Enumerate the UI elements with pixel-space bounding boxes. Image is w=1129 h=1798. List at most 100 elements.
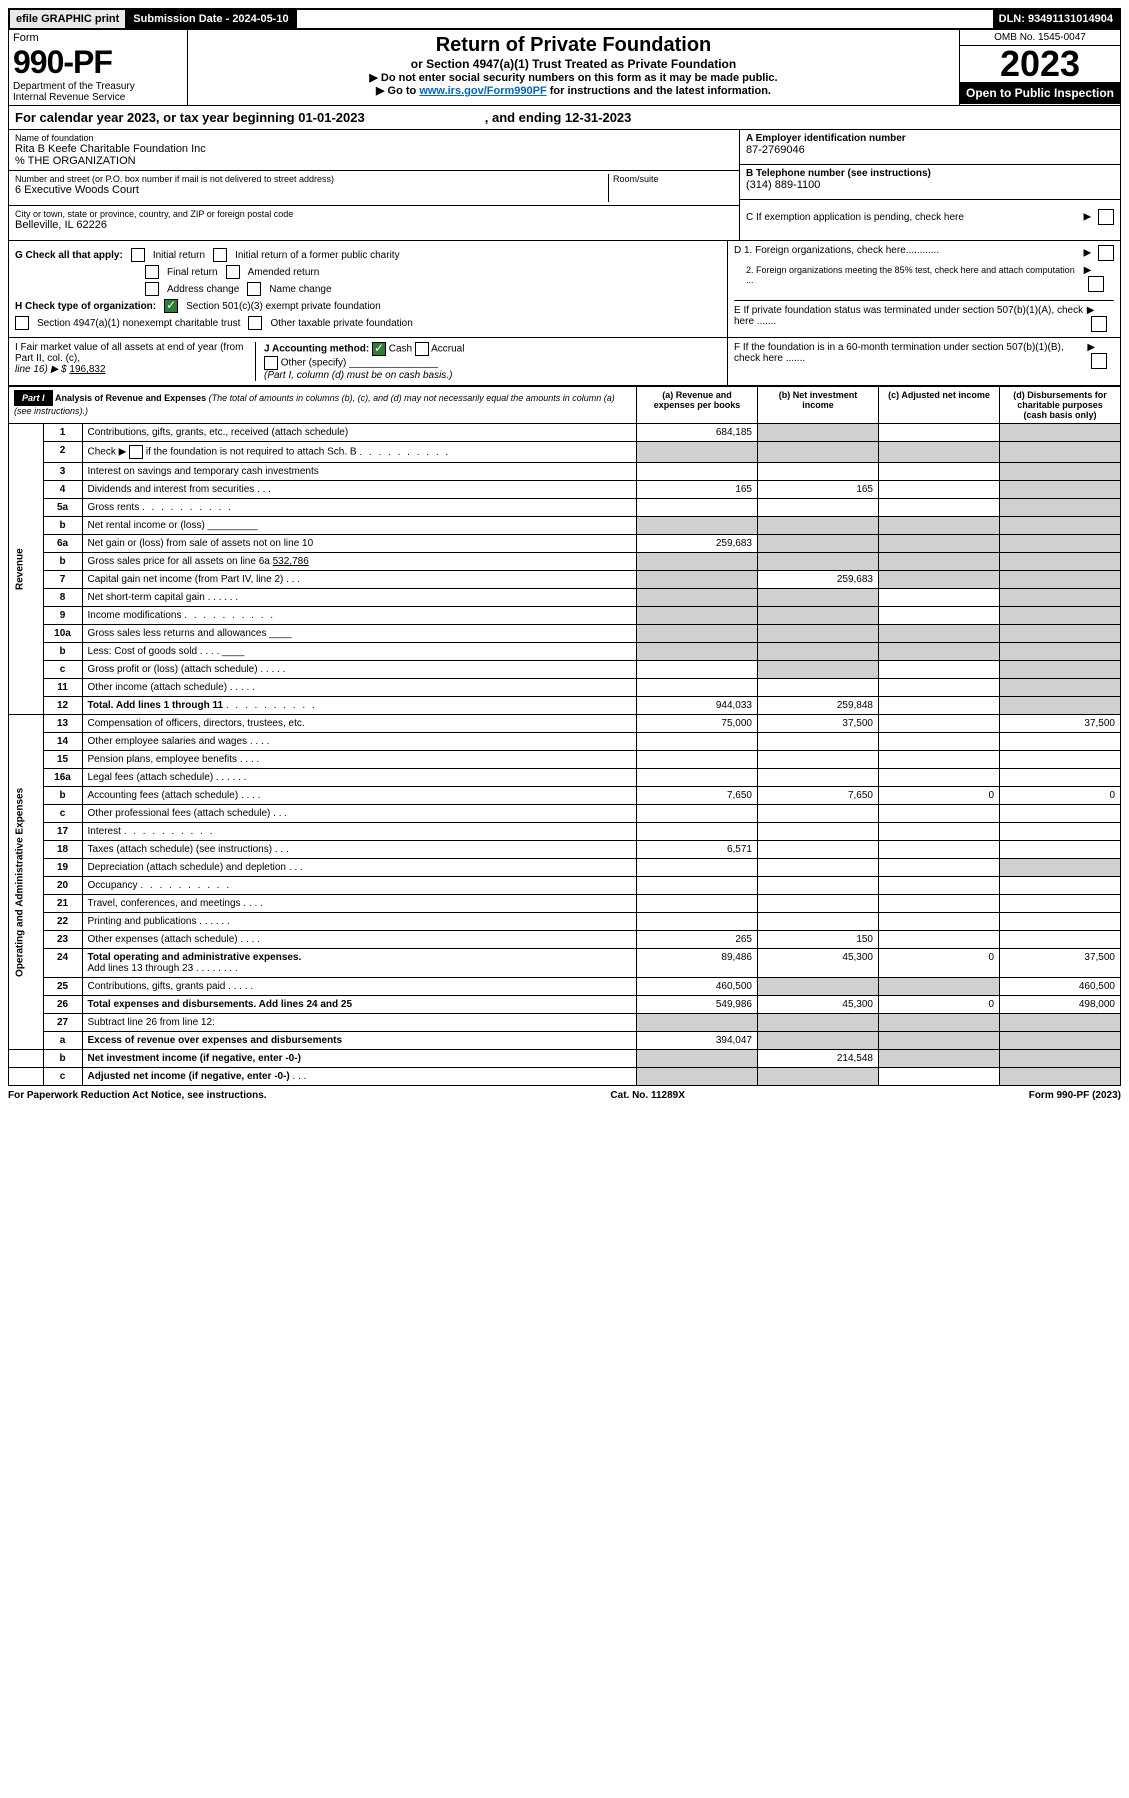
i-j-section: I Fair market value of all assets at end…	[8, 338, 1121, 386]
initial-return-checkbox[interactable]	[131, 248, 145, 262]
city-label: City or town, state or province, country…	[15, 209, 733, 219]
c-label: C If exemption application is pending, c…	[746, 212, 964, 223]
c-checkbox[interactable]	[1098, 209, 1114, 225]
table-row: 18Taxes (attach schedule) (see instructi…	[9, 841, 1121, 859]
schb-checkbox[interactable]	[129, 445, 143, 459]
final-return-checkbox[interactable]	[145, 265, 159, 279]
d1-checkbox[interactable]	[1098, 245, 1114, 261]
efile-print-button[interactable]: efile GRAPHIC print	[10, 10, 127, 28]
table-row: 10aGross sales less returns and allowanc…	[9, 625, 1121, 643]
table-row: 2Check ▶ if the foundation is not requir…	[9, 442, 1121, 463]
501c3-checkbox[interactable]	[164, 299, 178, 313]
j-label: J Accounting method:	[264, 344, 369, 355]
room-label: Room/suite	[613, 174, 733, 184]
table-row: bNet rental income or (loss) _________	[9, 517, 1121, 535]
table-row: 23Other expenses (attach schedule) . . .…	[9, 931, 1121, 949]
table-row: 21Travel, conferences, and meetings . . …	[9, 895, 1121, 913]
table-row: Revenue 1Contributions, gifts, grants, e…	[9, 424, 1121, 442]
d1-label: D 1. Foreign organizations, check here..…	[734, 245, 939, 261]
dept-treasury: Department of the Treasury	[13, 81, 183, 92]
d2-label: 2. Foreign organizations meeting the 85%…	[734, 265, 1084, 292]
irs-label: Internal Revenue Service	[13, 92, 183, 103]
submission-date: Submission Date - 2024-05-10	[127, 10, 296, 28]
h-label: H Check type of organization:	[15, 301, 156, 312]
form-title: Return of Private Foundation	[192, 34, 955, 57]
form-header: Form 990-PF Department of the Treasury I…	[8, 30, 1121, 105]
table-row: 27Subtract line 26 from line 12:	[9, 1014, 1121, 1032]
g-label: G Check all that apply:	[15, 250, 123, 261]
ein-value: 87-2769046	[746, 144, 1114, 156]
city-state-zip: Belleville, IL 62226	[15, 219, 733, 231]
phone-value: (314) 889-1100	[746, 179, 1114, 191]
part1-label: Part I	[14, 390, 53, 406]
irs-link[interactable]: www.irs.gov/Form990PF	[419, 85, 546, 97]
amended-checkbox[interactable]	[226, 265, 240, 279]
address-change-checkbox[interactable]	[145, 282, 159, 296]
checks-section: G Check all that apply: Initial return I…	[8, 241, 1121, 338]
revenue-section-label: Revenue	[9, 424, 44, 715]
tax-year: 2023	[960, 46, 1120, 82]
street-address: 6 Executive Woods Court	[15, 184, 608, 196]
table-row: cOther professional fees (attach schedul…	[9, 805, 1121, 823]
page-footer: For Paperwork Reduction Act Notice, see …	[8, 1086, 1121, 1105]
i-label: I Fair market value of all assets at end…	[15, 342, 243, 364]
form-number: 990-PF	[13, 44, 183, 81]
table-row: 25Contributions, gifts, grants paid . . …	[9, 978, 1121, 996]
f-checkbox[interactable]	[1091, 353, 1107, 369]
e-checkbox[interactable]	[1091, 316, 1107, 332]
instruction-1: ▶ Do not enter social security numbers o…	[192, 71, 955, 84]
table-row: 5aGross rents	[9, 499, 1121, 517]
table-row: 11Other income (attach schedule) . . . .…	[9, 679, 1121, 697]
f-label: F If the foundation is in a 60-month ter…	[734, 342, 1087, 369]
table-row: 19Depreciation (attach schedule) and dep…	[9, 859, 1121, 877]
public-inspection: Open to Public Inspection	[960, 82, 1120, 104]
table-row: 26Total expenses and disbursements. Add …	[9, 996, 1121, 1014]
form-subtitle: or Section 4947(a)(1) Trust Treated as P…	[192, 57, 955, 71]
other-method-checkbox[interactable]	[264, 356, 278, 370]
paperwork-notice: For Paperwork Reduction Act Notice, see …	[8, 1090, 267, 1101]
col-b-header: (b) Net investment income	[758, 387, 879, 424]
initial-former-checkbox[interactable]	[213, 248, 227, 262]
table-row: 20Occupancy	[9, 877, 1121, 895]
fmv-value: 196,832	[69, 364, 105, 375]
catalog-number: Cat. No. 11289X	[610, 1090, 684, 1101]
accrual-checkbox[interactable]	[415, 342, 429, 356]
table-row: 15Pension plans, employee benefits . . .…	[9, 751, 1121, 769]
table-row: cGross profit or (loss) (attach schedule…	[9, 661, 1121, 679]
table-row: bAccounting fees (attach schedule) . . .…	[9, 787, 1121, 805]
dln: DLN: 93491131014904	[993, 10, 1119, 28]
table-row: 22Printing and publications . . . . . .	[9, 913, 1121, 931]
4947-checkbox[interactable]	[15, 316, 29, 330]
name-label: Name of foundation	[15, 133, 733, 143]
instruction-2: ▶ Go to www.irs.gov/Form990PF for instru…	[192, 84, 955, 97]
col-c-header: (c) Adjusted net income	[879, 387, 1000, 424]
d2-checkbox[interactable]	[1088, 276, 1104, 292]
table-row: 16aLegal fees (attach schedule) . . . . …	[9, 769, 1121, 787]
care-of: % THE ORGANIZATION	[15, 155, 733, 167]
table-row: 17Interest	[9, 823, 1121, 841]
form-label: Form	[13, 32, 183, 44]
other-taxable-checkbox[interactable]	[248, 316, 262, 330]
table-row: 7Capital gain net income (from Part IV, …	[9, 571, 1121, 589]
foundation-name: Rita B Keefe Charitable Foundation Inc	[15, 143, 733, 155]
part1-table: Part I Analysis of Revenue and Expenses …	[8, 386, 1121, 1086]
expenses-section-label: Operating and Administrative Expenses	[9, 715, 44, 1050]
table-row: bGross sales price for all assets on lin…	[9, 553, 1121, 571]
table-row: bNet investment income (if negative, ent…	[9, 1050, 1121, 1068]
table-row: 8Net short-term capital gain . . . . . .	[9, 589, 1121, 607]
address-label: Number and street (or P.O. box number if…	[15, 174, 608, 184]
calendar-year-row: For calendar year 2023, or tax year begi…	[8, 105, 1121, 130]
cash-checkbox[interactable]	[372, 342, 386, 356]
table-row: bLess: Cost of goods sold . . . . ____	[9, 643, 1121, 661]
name-change-checkbox[interactable]	[247, 282, 261, 296]
ein-label: A Employer identification number	[746, 133, 1114, 144]
form-ref: Form 990-PF (2023)	[1029, 1090, 1121, 1101]
table-row: 14Other employee salaries and wages . . …	[9, 733, 1121, 751]
phone-label: B Telephone number (see instructions)	[746, 168, 1114, 179]
entity-info: Name of foundation Rita B Keefe Charitab…	[8, 130, 1121, 241]
col-d-header: (d) Disbursements for charitable purpose…	[1000, 387, 1121, 424]
table-row: aExcess of revenue over expenses and dis…	[9, 1032, 1121, 1050]
table-row: 4Dividends and interest from securities …	[9, 481, 1121, 499]
col-a-header: (a) Revenue and expenses per books	[637, 387, 758, 424]
table-row: 3Interest on savings and temporary cash …	[9, 463, 1121, 481]
